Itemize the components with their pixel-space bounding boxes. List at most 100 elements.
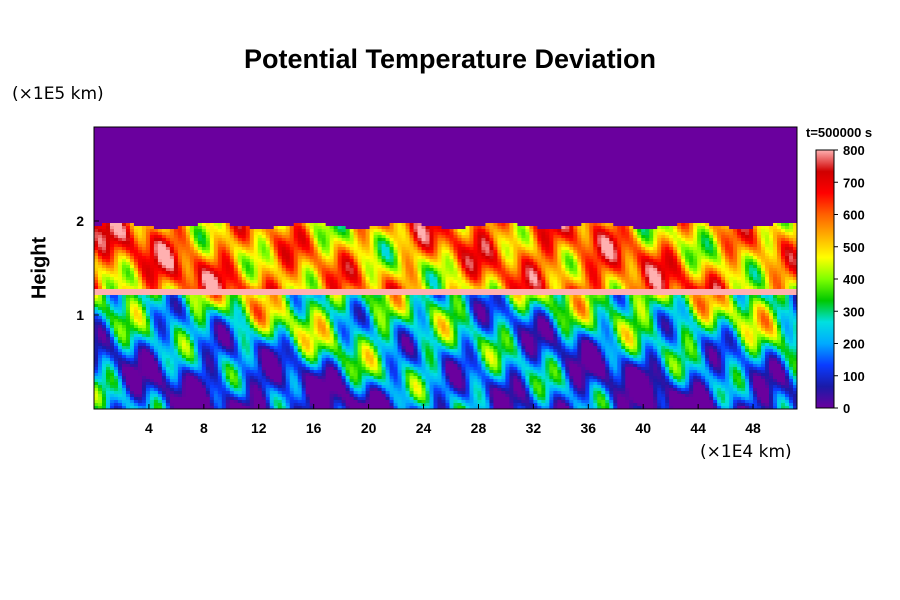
heatmap-cell bbox=[453, 139, 459, 143]
heatmap-cell bbox=[789, 208, 794, 212]
heatmap-cell bbox=[761, 187, 766, 191]
heatmap-cell bbox=[533, 172, 538, 176]
heatmap-cell bbox=[685, 169, 690, 173]
heatmap-cell bbox=[265, 154, 271, 158]
heatmap-cell bbox=[489, 166, 495, 170]
heatmap-cell bbox=[245, 193, 251, 197]
heatmap-cell bbox=[185, 148, 191, 152]
heatmap-cell bbox=[189, 166, 195, 170]
heatmap-cell bbox=[757, 202, 762, 206]
heatmap-cell bbox=[261, 187, 267, 191]
heatmap-cell bbox=[513, 205, 518, 209]
heatmap-cell bbox=[465, 184, 471, 188]
heatmap-cell bbox=[245, 145, 251, 149]
heatmap-cell bbox=[217, 181, 223, 185]
heatmap-cell bbox=[241, 130, 247, 134]
heatmap-cell bbox=[733, 196, 738, 200]
heatmap-cell bbox=[153, 205, 159, 209]
heatmap-cell bbox=[329, 166, 335, 170]
heatmap-cell bbox=[569, 181, 574, 185]
heatmap-cell bbox=[285, 199, 291, 203]
heatmap-cell bbox=[789, 145, 794, 149]
heatmap-cell bbox=[685, 181, 690, 185]
heatmap-cell bbox=[165, 196, 171, 200]
heatmap-cell bbox=[185, 193, 191, 197]
heatmap-cell bbox=[673, 193, 678, 197]
heatmap-cell bbox=[321, 169, 327, 173]
heatmap-cell bbox=[297, 196, 303, 200]
heatmap-cell bbox=[605, 127, 610, 131]
heatmap-cell bbox=[769, 184, 774, 188]
heatmap-cell bbox=[297, 142, 303, 146]
heatmap-cell bbox=[561, 169, 566, 173]
heatmap-cell bbox=[589, 187, 594, 191]
heatmap-cell bbox=[373, 157, 379, 161]
heatmap-cell bbox=[465, 190, 471, 194]
heatmap-cell bbox=[425, 136, 431, 140]
heatmap-cell bbox=[161, 181, 167, 185]
heatmap-cell bbox=[721, 184, 726, 188]
heatmap-cell bbox=[273, 187, 279, 191]
heatmap-cell bbox=[729, 142, 734, 146]
heatmap-cell bbox=[401, 166, 407, 170]
heatmap-cell bbox=[213, 187, 219, 191]
heatmap-cell bbox=[789, 154, 794, 158]
heatmap-cell bbox=[209, 142, 215, 146]
heatmap-cell bbox=[541, 154, 546, 158]
heatmap-cell bbox=[473, 166, 479, 170]
heatmap-cell bbox=[649, 163, 654, 167]
heatmap-cell bbox=[273, 199, 279, 203]
heatmap-cell bbox=[485, 166, 491, 170]
heatmap-cell bbox=[181, 187, 187, 191]
heatmap-cell bbox=[661, 166, 666, 170]
heatmap-cell bbox=[357, 187, 363, 191]
heatmap-cell bbox=[649, 157, 654, 161]
heatmap-cell bbox=[217, 160, 223, 164]
heatmap-cell bbox=[181, 139, 187, 143]
heatmap-cell bbox=[273, 154, 279, 158]
heatmap-cell bbox=[233, 205, 239, 209]
heatmap-cell bbox=[505, 163, 510, 167]
heatmap-cell bbox=[617, 151, 622, 155]
heatmap-cell bbox=[309, 190, 315, 194]
heatmap-cell bbox=[485, 127, 491, 131]
heatmap-cell bbox=[473, 172, 479, 176]
heatmap-cell bbox=[685, 184, 690, 188]
heatmap-cell bbox=[177, 160, 183, 164]
heatmap-cell bbox=[165, 211, 171, 215]
heatmap-cell bbox=[145, 157, 151, 161]
heatmap-cell bbox=[701, 187, 706, 191]
heatmap-cell bbox=[305, 208, 311, 212]
heatmap-cell bbox=[329, 139, 335, 143]
heatmap-cell bbox=[281, 184, 287, 188]
heatmap-cell bbox=[589, 169, 594, 173]
heatmap-cell bbox=[345, 154, 351, 158]
heatmap-cell bbox=[381, 172, 387, 176]
heatmap-cell bbox=[453, 199, 459, 203]
heatmap-cell bbox=[573, 169, 578, 173]
heatmap-cell bbox=[309, 169, 315, 173]
heatmap-cell bbox=[249, 154, 255, 158]
heatmap-cell bbox=[149, 130, 155, 134]
heatmap-cell bbox=[265, 184, 271, 188]
heatmap-cell bbox=[141, 211, 147, 215]
heatmap-cell bbox=[633, 166, 638, 170]
heatmap-cell bbox=[581, 193, 586, 197]
heatmap-cell bbox=[141, 205, 147, 209]
heatmap-cell bbox=[745, 142, 750, 146]
heatmap-cell bbox=[689, 130, 694, 134]
heatmap-cell bbox=[365, 205, 371, 209]
heatmap-cell bbox=[617, 145, 622, 149]
heatmap-cell bbox=[261, 148, 267, 152]
heatmap-cell bbox=[573, 127, 578, 131]
heatmap-cell bbox=[665, 154, 670, 158]
heatmap-cell bbox=[333, 199, 339, 203]
heatmap-cell bbox=[153, 139, 159, 143]
heatmap-cell bbox=[521, 190, 526, 194]
heatmap-cell bbox=[185, 187, 191, 191]
heatmap-cell bbox=[213, 169, 219, 173]
heatmap-cell bbox=[149, 196, 155, 200]
heatmap-cell bbox=[469, 154, 475, 158]
heatmap-cell bbox=[137, 172, 143, 176]
heatmap-cell bbox=[741, 154, 746, 158]
